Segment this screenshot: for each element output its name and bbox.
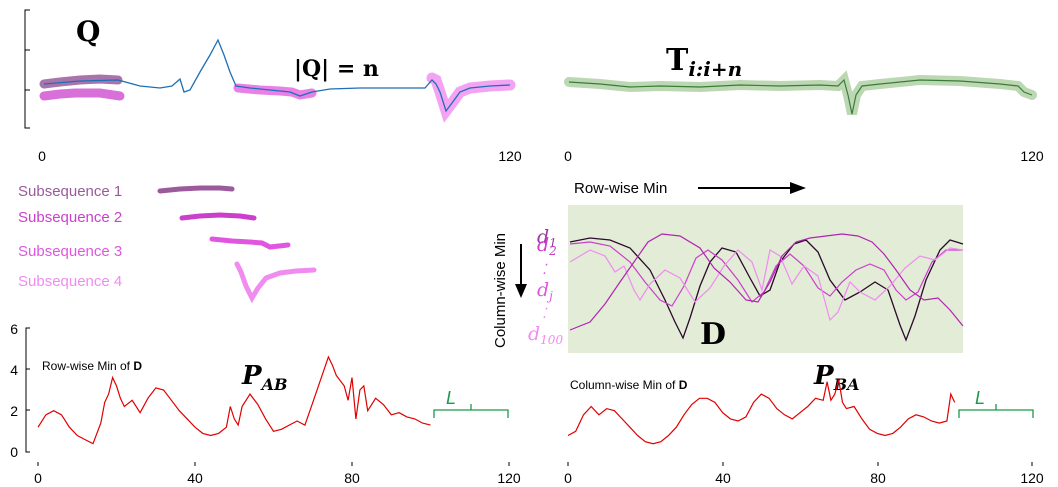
row-wise-min-label: Row-wise Min [574,180,667,197]
row-name-dj-sub: j [546,289,553,303]
profile-ab-x-axis-ticks [37,462,510,466]
subsequence-1-label: Subsequence 1 [18,183,122,200]
time-series-title: Ti:i+n [666,43,742,81]
time-series-x-tick-120: 120 [1020,148,1044,164]
row-name-d1: d1 [537,226,557,250]
query-y-axis [24,9,30,129]
row-name-dots-2: ⁚ [542,306,548,322]
row-wise-arrowhead [790,182,806,194]
query-length-label: |Q| = n [294,56,379,82]
row-name-d2: d2 [537,234,557,258]
row-name-d100-base: d [528,323,540,345]
profile-ab-x-tick-80: 80 [344,470,360,486]
profile-ba-x-axis-ticks [567,462,1033,466]
profile-ba-line [567,379,956,445]
subsequence-2-band [39,88,125,101]
profile-ba-x-ticks: 0 40 80 120 [564,470,1044,486]
matrix-title: D [700,317,726,352]
profile-ab-y-tick-4: 4 [10,362,18,378]
profile-ab-x-tick-0: 0 [34,470,42,486]
time-series-title-sub: i:i+n [688,57,742,81]
profile-ab-y-tick-6: 6 [10,321,18,337]
profile-ab-caption-text: Row-wise Min of [42,359,133,373]
profile-ba-caption-text: Column-wise Min of [570,378,679,392]
row-name-d100: d100 [528,323,563,347]
column-wise-min-label: Column-wise Min [492,233,509,348]
profile-ab-symbol-main: P [241,361,263,391]
row-name-dj-base: d [537,279,549,301]
profile-ab-x-ticks: 0 40 80 120 [34,470,521,486]
row-name-d2-base: d [537,234,549,256]
row-name-d100-sub: 100 [540,333,563,347]
window-bracket-ab [433,404,509,418]
profile-ab-symbol: PAB [241,361,288,394]
query-x-tick-0: 0 [38,148,46,164]
window-label-ab: L [446,388,456,408]
profile-ba-caption: Column-wise Min of D [570,378,688,392]
distance-curve-d100 [569,233,964,331]
time-series-line [568,78,1033,115]
row-name-d2-sub: 2 [548,244,557,258]
subsequence-2-sample [179,212,257,221]
subsequence-4-sample [234,261,317,304]
profile-ab-symbol-sub: AB [260,375,288,394]
subsequence-2-label: Subsequence 2 [18,209,122,226]
profile-ba-panel: Column-wise Min of D PBA L 0 40 80 120 [564,361,1044,486]
profile-ba-symbol-main: P [813,361,835,391]
profile-ab-panel: 0 2 4 6 Row-wise Min of D PAB L 0 40 80 … [10,321,521,486]
window-label-ba: L [975,388,985,408]
subsequence-3-band [233,83,317,100]
profile-ba-x-tick-40: 40 [715,470,731,486]
subsequence-legend: Subsequence 1 Subsequence 2 Subsequence … [18,183,317,304]
profile-ab-y-axis [25,327,30,453]
column-wise-arrowhead [515,284,527,298]
distance-curve-d2 [569,241,963,307]
query-panel: Q |Q| = n 0 120 [24,9,522,164]
query-series-line [43,38,511,113]
profile-ab-axes [25,327,30,453]
distance-curve-dj [569,247,964,322]
matrix-background [568,205,963,353]
profile-ab-y-tick-2: 2 [10,403,18,419]
row-name-dots-1: ⁚ [542,262,548,278]
profile-ab-caption: Row-wise Min of D [42,359,142,373]
profile-ba-symbol-sub: BA [833,375,860,394]
profile-ba-x-tick-80: 80 [870,470,886,486]
row-name-d1-base: d [537,226,549,248]
row-name-d1-sub: 1 [549,236,557,250]
profile-ab-y-ticks [26,368,30,411]
matrix-row-names: d1 d2 ⁚ dj ⁚ d100 [528,226,563,347]
window-bracket-ba [958,404,1034,418]
query-x-tick-120: 120 [498,148,522,164]
profile-ba-x-tick-0: 0 [564,470,572,486]
profile-ab-x-tick-40: 40 [187,470,203,486]
subsequence-4-band [426,72,516,123]
subsequence-3-sample [209,236,291,250]
distance-matrix: Row-wise Min Column-wise Min d1 d2 ⁚ dj … [492,180,964,353]
profile-ab-caption-bold: D [133,359,142,373]
profile-ab-x-tick-120: 120 [497,470,521,486]
subsequence-4-label: Subsequence 4 [18,273,122,290]
time-series-x-tick-0: 0 [564,148,572,164]
query-title: Q [76,15,100,48]
profile-ab-y-tick-0: 0 [10,444,18,460]
subsequence-1-sample [157,185,235,194]
subsequence-3-label: Subsequence 3 [18,243,122,260]
time-series-panel: Ti:i+n 0 120 [564,43,1044,164]
profile-ba-x-tick-120: 120 [1020,470,1044,486]
profile-ab-line [37,355,431,445]
profile-ba-caption-bold: D [679,378,688,392]
row-name-dj: dj [537,279,553,303]
time-series-title-main: T [666,43,689,78]
